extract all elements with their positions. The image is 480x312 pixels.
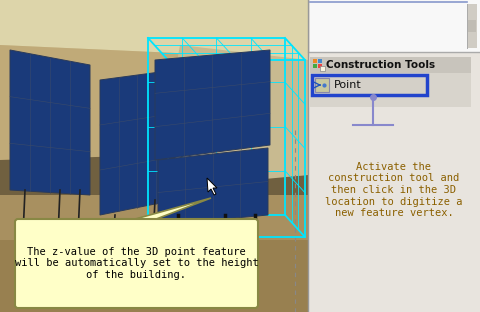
Polygon shape xyxy=(100,70,175,215)
Text: Activate the
construction tool and
then click in the 3D
location to digitize a
n: Activate the construction tool and then … xyxy=(324,162,462,218)
Bar xyxy=(0,0,307,312)
Bar xyxy=(309,57,470,73)
Bar xyxy=(307,0,480,312)
Text: Point: Point xyxy=(333,80,361,90)
Bar xyxy=(309,0,480,52)
Text: The z-value of the 3D point feature
will be automatically set to the height
of t: The z-value of the 3D point feature will… xyxy=(14,247,258,280)
Polygon shape xyxy=(0,175,307,240)
Bar xyxy=(312,59,316,63)
FancyBboxPatch shape xyxy=(312,75,426,95)
Bar xyxy=(309,57,470,107)
Bar xyxy=(312,64,316,68)
Bar xyxy=(317,59,321,63)
Polygon shape xyxy=(124,198,211,222)
Polygon shape xyxy=(206,178,216,195)
Polygon shape xyxy=(0,0,307,60)
Polygon shape xyxy=(160,45,307,185)
Bar xyxy=(467,20,475,32)
Bar xyxy=(319,66,324,71)
Bar xyxy=(317,64,321,68)
Bar xyxy=(466,4,476,48)
Polygon shape xyxy=(0,240,307,312)
Polygon shape xyxy=(155,50,269,160)
Polygon shape xyxy=(0,155,307,195)
Polygon shape xyxy=(157,148,267,225)
Text: Construction Tools: Construction Tools xyxy=(325,60,434,70)
Polygon shape xyxy=(0,45,307,185)
FancyBboxPatch shape xyxy=(15,219,257,308)
Polygon shape xyxy=(10,50,90,195)
Bar xyxy=(314,78,328,92)
